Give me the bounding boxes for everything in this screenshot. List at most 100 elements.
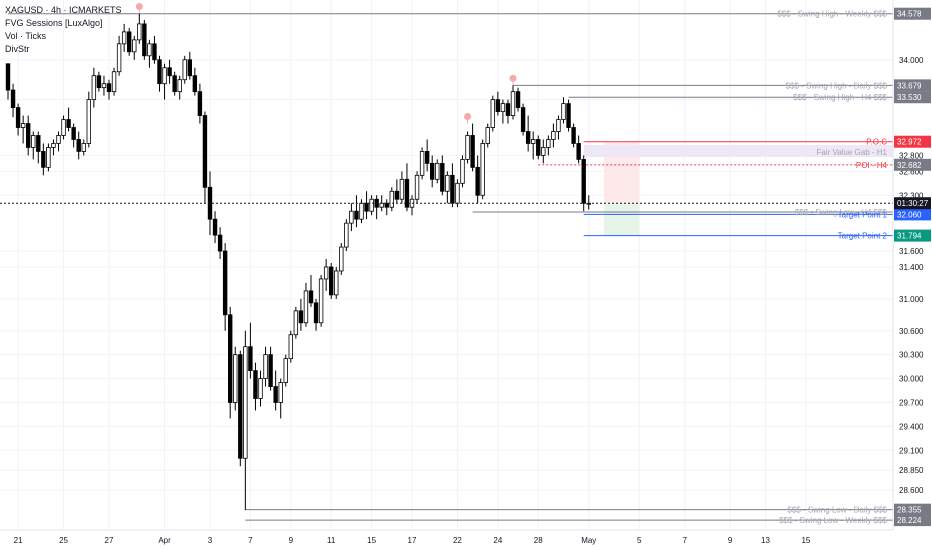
- symbol-title[interactable]: XAGUSD · 4h · ICMARKETS: [5, 5, 122, 15]
- candle-body-up: [177, 79, 182, 93]
- time-tick-label: 11: [327, 536, 336, 545]
- candle-body-down: [429, 162, 435, 180]
- candle: [465, 131, 470, 164]
- candle-body-up: [101, 83, 107, 89]
- candle: [152, 35, 157, 64]
- candle-body-up: [460, 158, 465, 184]
- candle: [31, 131, 36, 160]
- candle: [440, 155, 445, 196]
- indicator-divstr[interactable]: DivStr: [5, 44, 30, 54]
- candle-body-down: [71, 127, 76, 140]
- candle-body-down: [404, 178, 410, 208]
- candle: [445, 171, 450, 204]
- candle: [475, 155, 480, 204]
- candle-body-down: [192, 75, 198, 93]
- candle-body-down: [36, 135, 41, 152]
- candle: [162, 63, 167, 100]
- candle: [525, 115, 531, 152]
- swing-marker: [464, 113, 472, 121]
- candle: [248, 322, 253, 379]
- level-label-swing-low-weekly: $$$ - Swing Low - Weekly $$$: [779, 516, 887, 525]
- candle: [576, 135, 581, 164]
- candle: [556, 115, 561, 140]
- candle-body-up: [556, 119, 561, 132]
- candle-body-down: [212, 218, 218, 236]
- candle: [142, 19, 147, 60]
- candle-body-up: [31, 135, 36, 148]
- indicator-fvg-sessions[interactable]: FVG Sessions [LuxAlgo]: [5, 18, 103, 28]
- candle: [515, 87, 521, 112]
- candle-body-down: [364, 202, 369, 212]
- indicator-volume[interactable]: Vol · Ticks: [5, 31, 47, 41]
- candle-body-up: [531, 139, 536, 144]
- candle-body-up: [116, 43, 122, 73]
- price-badge-text-swing-high-weekly: 34.578: [897, 10, 922, 19]
- candle: [293, 306, 299, 339]
- candle: [132, 35, 137, 60]
- candle: [520, 103, 526, 136]
- price-badge-text-poi-h4: 32.682: [897, 161, 922, 170]
- candle: [121, 23, 127, 52]
- candle-body-down: [222, 250, 228, 316]
- candle: [51, 139, 56, 156]
- candle-body-up: [349, 210, 354, 224]
- candle: [192, 67, 198, 96]
- candle: [460, 155, 465, 188]
- candle-body-down: [384, 202, 389, 208]
- candle: [328, 263, 334, 299]
- price-tick-label: 30.300: [899, 351, 924, 360]
- candle: [288, 330, 293, 363]
- candle-body-down: [172, 75, 177, 93]
- candle: [187, 51, 192, 80]
- candle-body-up: [263, 354, 268, 379]
- candle: [222, 243, 228, 331]
- candle-body-down: [475, 166, 480, 196]
- candle: [318, 274, 324, 327]
- candle-body-up: [86, 99, 91, 144]
- candle-body-up: [369, 198, 374, 212]
- candle-body-up: [359, 202, 364, 220]
- candle-body-up: [20, 123, 26, 128]
- candle: [182, 55, 187, 84]
- candle: [61, 115, 66, 140]
- candle-body-down: [536, 139, 541, 156]
- countdown-text: 01:30:27: [897, 199, 929, 208]
- time-tick-label: 15: [367, 536, 376, 545]
- candle: [384, 199, 389, 216]
- candle: [76, 131, 81, 160]
- candle-body-up: [546, 139, 551, 148]
- candle: [424, 139, 430, 172]
- chart-zones: [583, 141, 893, 236]
- candle-body-up: [334, 270, 339, 296]
- candle-body-up: [243, 346, 248, 459]
- candle-body-down: [25, 123, 31, 148]
- price-tick-label: 32.300: [899, 191, 924, 200]
- candle-body-up: [81, 143, 86, 152]
- price-badge-poi-h4: [894, 158, 931, 171]
- price-axis[interactable]: 34.00033.50032.80032.60032.30031.60031.4…: [892, 0, 931, 530]
- candle: [429, 155, 435, 188]
- candle-body-down: [248, 346, 253, 372]
- candle-body-up: [137, 23, 142, 41]
- candle-body-up: [419, 151, 425, 176]
- candle-body-down: [354, 210, 359, 220]
- level-label-swing-high-weekly: $$$ - Swing High - Weekly $$$: [777, 10, 887, 19]
- fvg-zone: [583, 145, 893, 158]
- candle-body-up: [121, 31, 127, 45]
- candle-body-up: [46, 147, 51, 168]
- price-badge-target-2: [894, 229, 931, 242]
- candle: [36, 131, 41, 164]
- price-tick-label: 31.000: [899, 295, 924, 304]
- candle: [313, 298, 319, 331]
- price-tick-label: 28.600: [899, 486, 924, 495]
- price-badge-text-swing-low-daily: 28.355: [897, 506, 922, 515]
- candle-body-up: [147, 43, 152, 57]
- candle: [480, 139, 485, 200]
- price-badge-swing-high-h4: [894, 91, 931, 104]
- time-axis[interactable]: 21 25 27 Apr 3 7 9 11 15 17 22 24 28 May 5 7 9 13 15: [0, 529, 893, 545]
- price-badge-text-target-1: 32.060: [897, 210, 922, 219]
- candle: [541, 139, 546, 164]
- candle-body-down: [217, 234, 223, 252]
- candle: [339, 243, 344, 275]
